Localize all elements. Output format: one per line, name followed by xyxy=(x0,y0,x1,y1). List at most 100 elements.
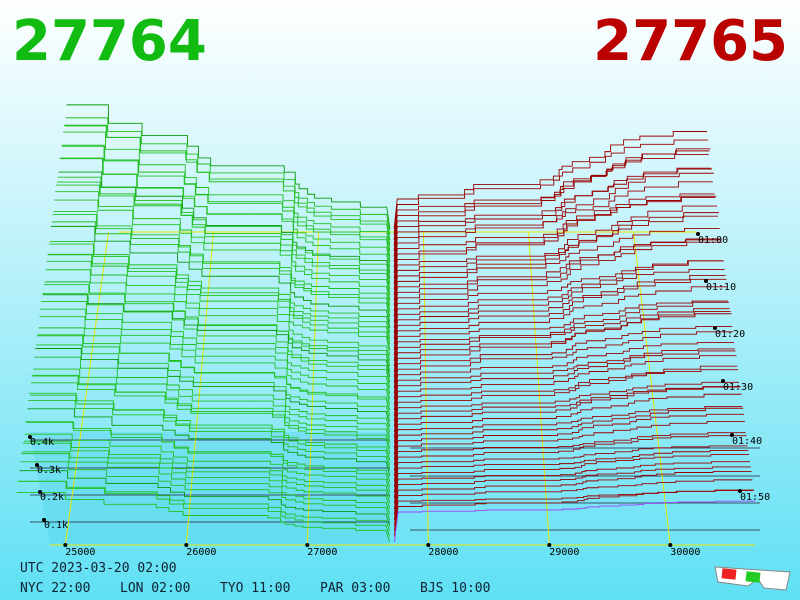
bid-slice xyxy=(19,470,391,526)
ask-slice xyxy=(393,432,746,482)
ask-slice xyxy=(393,420,745,477)
bid-slice xyxy=(24,433,391,493)
price-label: 27000 xyxy=(307,547,337,558)
bid-slice xyxy=(56,184,391,295)
ask-slice xyxy=(393,154,709,241)
ask-slice xyxy=(393,238,722,323)
tick-dot xyxy=(547,543,552,547)
bid-price: 27764 xyxy=(12,9,207,74)
bid-slice xyxy=(16,492,391,543)
ask-slice xyxy=(393,341,734,405)
ask-slice xyxy=(393,407,744,466)
city-time: LON 02:00 xyxy=(120,581,190,596)
depth-plot: 25000 26000 27000 28000 29000 30000 01:00 01:10… xyxy=(16,104,770,558)
bid-slice xyxy=(22,442,391,504)
ask-slice xyxy=(393,466,751,515)
ask-slice xyxy=(393,449,749,499)
city-time: BJS 10:00 xyxy=(420,581,490,596)
ask-slice xyxy=(393,386,740,444)
ask-slice xyxy=(393,269,725,345)
tick-dot xyxy=(35,463,39,467)
time-label: 01:10 xyxy=(706,282,736,293)
city-time: TYO 11:00 xyxy=(220,581,290,596)
tick-dot xyxy=(713,326,717,330)
ask-slice xyxy=(393,454,750,504)
ask-slice xyxy=(393,181,713,268)
ask-slice xyxy=(393,386,741,449)
bid-slice xyxy=(43,294,391,378)
tick-dot xyxy=(305,543,310,547)
bid-slice xyxy=(27,408,391,477)
bid-slice xyxy=(18,480,391,532)
ask-slice xyxy=(393,326,733,394)
bid-slice xyxy=(46,260,391,356)
glasses-icon xyxy=(714,566,791,591)
ask-slice xyxy=(393,489,755,537)
ask-slice xyxy=(393,350,736,416)
ask-slice xyxy=(393,308,730,378)
bid-slice xyxy=(21,453,391,515)
tick-dot xyxy=(38,490,42,494)
bid-slice xyxy=(34,356,391,433)
price-label: 25000 xyxy=(65,547,95,558)
ask-slice xyxy=(393,241,723,328)
bid-slice xyxy=(30,382,391,455)
tick-dot xyxy=(28,435,32,439)
ask-slice xyxy=(393,227,720,312)
ask-slice xyxy=(393,435,747,488)
ask-slice xyxy=(393,205,718,295)
ask-slice xyxy=(393,301,729,372)
ask-price: 27765 xyxy=(593,9,788,74)
bid-slice xyxy=(38,327,391,405)
ask-slice xyxy=(393,131,707,230)
tick-dot xyxy=(42,518,46,522)
time-label: 01:00 xyxy=(698,235,728,246)
ask-slice xyxy=(393,413,745,471)
bid-slice xyxy=(17,480,391,537)
price-label: 26000 xyxy=(186,547,216,558)
time-label: 01:50 xyxy=(740,492,770,503)
ask-slice xyxy=(393,406,743,460)
city-time: PAR 03:00 xyxy=(320,581,390,596)
ask-slice xyxy=(393,260,724,339)
utc-time: UTC 2023-03-20 02:00 xyxy=(20,561,177,576)
bid-slice xyxy=(41,300,391,389)
ask-slice xyxy=(393,490,754,532)
bid-slice xyxy=(29,392,391,466)
price-gridline xyxy=(306,231,319,546)
ask-slice xyxy=(393,172,714,273)
bid-slice xyxy=(54,199,391,306)
ask-slice xyxy=(393,300,729,367)
bid-slice xyxy=(33,368,391,438)
bid-slice xyxy=(25,421,391,488)
ask-slice xyxy=(393,461,750,510)
depth-label: 0.3k xyxy=(37,465,61,476)
bid-slice xyxy=(61,144,391,263)
tick-dot xyxy=(668,543,673,547)
bid-slice xyxy=(40,308,391,394)
ask-slice xyxy=(393,196,716,284)
ask-slice xyxy=(393,313,732,389)
ask-slice xyxy=(393,286,728,361)
time-label: 01:20 xyxy=(715,329,745,340)
ask-slice xyxy=(393,365,738,427)
depth-label: 0.4k xyxy=(30,437,54,448)
time-label: 01:40 xyxy=(732,436,762,447)
ask-slice xyxy=(393,331,734,400)
bid-slice xyxy=(36,335,391,416)
ask-slice xyxy=(393,381,739,438)
bid-slice xyxy=(35,348,391,427)
front-shade xyxy=(30,432,390,545)
tick-dot xyxy=(730,433,734,437)
bid-slice xyxy=(50,225,391,328)
ask-slice xyxy=(393,278,727,356)
time-label: 01:30 xyxy=(723,382,753,393)
ask-slice xyxy=(393,195,717,290)
bid-slice xyxy=(23,440,391,499)
ask-slice xyxy=(393,445,748,493)
price-gridline xyxy=(64,231,109,546)
price-label: 28000 xyxy=(428,547,458,558)
ask-slice xyxy=(393,168,713,262)
ask-slice xyxy=(393,239,721,317)
ask-slice xyxy=(393,167,712,257)
